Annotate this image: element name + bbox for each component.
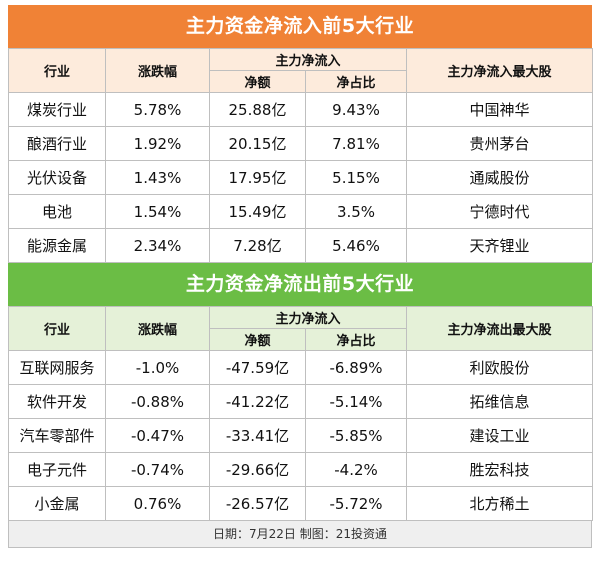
net-cell: -29.66亿 xyxy=(209,452,306,487)
change-cell: -0.74% xyxy=(105,452,210,487)
table-row: 酿酒行业 1.92% 20.15亿 7.81% 贵州茅台 xyxy=(8,126,594,161)
ratio-cell: -5.14% xyxy=(304,384,408,419)
top-stock-cell: 贵州茅台 xyxy=(406,126,594,161)
outflow-table: 行业 涨跌幅 主力净流入 主力净流出最大股 净额 净占比 互联网服务 -1.0%… xyxy=(8,306,594,521)
change-cell: 1.92% xyxy=(105,126,210,161)
industry-cell: 电子元件 xyxy=(8,452,106,487)
ratio-cell: 3.5% xyxy=(304,194,408,229)
ratio-cell: 9.43% xyxy=(304,92,408,127)
col-industry-header: 行业 xyxy=(8,306,106,351)
col-ratio-header: 净占比 xyxy=(304,328,408,351)
ratio-cell: 5.15% xyxy=(304,160,408,195)
ratio-cell: -5.72% xyxy=(304,486,408,521)
top-stock-cell: 北方稀土 xyxy=(406,486,594,521)
inflow-table: 行业 涨跌幅 主力净流入 主力净流入最大股 净额 净占比 煤炭行业 5.78% … xyxy=(8,48,594,263)
top-stock-cell: 通威股份 xyxy=(406,160,594,195)
top-stock-cell: 建设工业 xyxy=(406,418,594,453)
net-cell: 15.49亿 xyxy=(209,194,306,229)
table-row: 电池 1.54% 15.49亿 3.5% 宁德时代 xyxy=(8,194,594,229)
top-stock-cell: 利欧股份 xyxy=(406,350,594,385)
outflow-title: 主力资金净流出前5大行业 xyxy=(8,263,592,306)
ratio-cell: 7.81% xyxy=(304,126,408,161)
table-row: 小金属 0.76% -26.57亿 -5.72% 北方稀土 xyxy=(8,486,594,521)
table-row: 煤炭行业 5.78% 25.88亿 9.43% 中国神华 xyxy=(8,92,594,127)
ratio-cell: -5.85% xyxy=(304,418,408,453)
col-industry-header: 行业 xyxy=(8,48,106,93)
table-row: 软件开发 -0.88% -41.22亿 -5.14% 拓维信息 xyxy=(8,384,594,419)
industry-cell: 汽车零部件 xyxy=(8,418,106,453)
industry-cell: 光伏设备 xyxy=(8,160,106,195)
inflow-title: 主力资金净流入前5大行业 xyxy=(8,5,592,48)
change-cell: 5.78% xyxy=(105,92,210,127)
table-row: 光伏设备 1.43% 17.95亿 5.15% 通威股份 xyxy=(8,160,594,195)
table-row: 汽车零部件 -0.47% -33.41亿 -5.85% 建设工业 xyxy=(8,418,594,453)
top-stock-cell: 宁德时代 xyxy=(406,194,594,229)
net-cell: -41.22亿 xyxy=(209,384,306,419)
change-cell: 1.43% xyxy=(105,160,210,195)
industry-cell: 能源金属 xyxy=(8,228,106,263)
industry-cell: 互联网服务 xyxy=(8,350,106,385)
top-stock-cell: 拓维信息 xyxy=(406,384,594,419)
table-row: 互联网服务 -1.0% -47.59亿 -6.89% 利欧股份 xyxy=(8,350,594,385)
col-change-header: 涨跌幅 xyxy=(105,48,210,93)
net-cell: -47.59亿 xyxy=(209,350,306,385)
net-cell: 17.95亿 xyxy=(209,160,306,195)
capital-flow-infographic: 主力资金净流入前5大行业 行业 涨跌幅 主力净流入 主力净流入最大股 净额 净占… xyxy=(8,5,594,548)
industry-cell: 小金属 xyxy=(8,486,106,521)
industry-cell: 电池 xyxy=(8,194,106,229)
col-net-header: 净额 xyxy=(209,70,306,93)
net-cell: 25.88亿 xyxy=(209,92,306,127)
change-cell: -1.0% xyxy=(105,350,210,385)
net-cell: 20.15亿 xyxy=(209,126,306,161)
ratio-cell: -6.89% xyxy=(304,350,408,385)
table-row: 能源金属 2.34% 7.28亿 5.46% 天齐锂业 xyxy=(8,228,594,263)
change-cell: -0.47% xyxy=(105,418,210,453)
col-net-header: 净额 xyxy=(209,328,306,351)
col-top-stock-header: 主力净流出最大股 xyxy=(406,306,594,351)
industry-cell: 软件开发 xyxy=(8,384,106,419)
change-cell: -0.88% xyxy=(105,384,210,419)
change-cell: 0.76% xyxy=(105,486,210,521)
col-group-header: 主力净流入 xyxy=(208,48,408,71)
col-change-header: 涨跌幅 xyxy=(105,306,210,351)
industry-cell: 酿酒行业 xyxy=(8,126,106,161)
col-ratio-header: 净占比 xyxy=(304,70,408,93)
top-stock-cell: 中国神华 xyxy=(406,92,594,127)
net-cell: 7.28亿 xyxy=(209,228,306,263)
change-cell: 1.54% xyxy=(105,194,210,229)
col-group-header: 主力净流入 xyxy=(208,306,408,329)
table-row: 电子元件 -0.74% -29.66亿 -4.2% 胜宏科技 xyxy=(8,452,594,487)
ratio-cell: 5.46% xyxy=(304,228,408,263)
industry-cell: 煤炭行业 xyxy=(8,92,106,127)
footer-credit: 日期：7月22日 制图：21投资通 xyxy=(8,521,592,548)
ratio-cell: -4.2% xyxy=(304,452,408,487)
net-cell: -33.41亿 xyxy=(209,418,306,453)
net-cell: -26.57亿 xyxy=(209,486,306,521)
top-stock-cell: 天齐锂业 xyxy=(406,228,594,263)
change-cell: 2.34% xyxy=(105,228,210,263)
col-top-stock-header: 主力净流入最大股 xyxy=(406,48,594,93)
top-stock-cell: 胜宏科技 xyxy=(406,452,594,487)
